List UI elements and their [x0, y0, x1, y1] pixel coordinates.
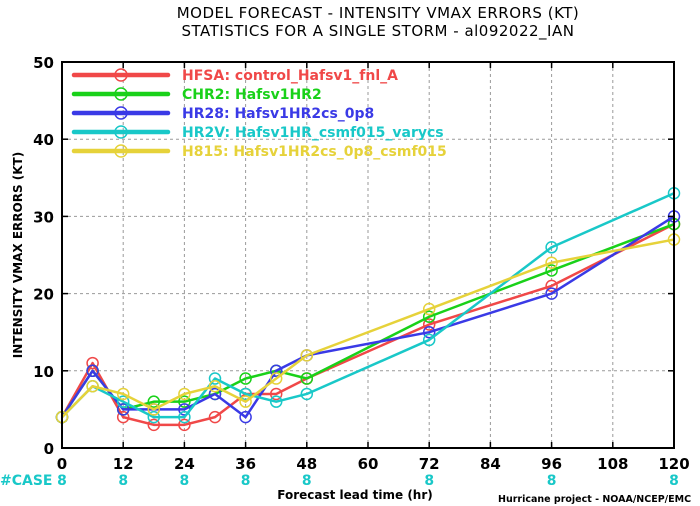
legend-label: CHR2: Hafsv1HR2 [182, 87, 322, 103]
x-tick-label: 72 [419, 455, 440, 473]
data-point [178, 418, 191, 432]
y-axis-label: INTENSITY VMAX ERRORS (KT) [11, 152, 25, 358]
legend-item: HFSA: control_Hafsv1_fnl_A [71, 68, 398, 84]
data-point [269, 364, 283, 378]
x-tick-label: 36 [235, 455, 256, 473]
data-point [422, 333, 436, 347]
case-count: 8 [57, 473, 67, 489]
data-point [116, 410, 130, 424]
case-count: 8 [180, 473, 190, 489]
x-axis-label: Forecast lead time (hr) [277, 488, 433, 502]
y-tick-label: 40 [33, 131, 54, 149]
data-point [545, 264, 558, 277]
data-point [239, 410, 252, 424]
x-tick-label: 48 [296, 455, 317, 473]
data-point [178, 410, 191, 424]
case-count: 8 [424, 473, 434, 489]
data-point [116, 395, 130, 408]
x-tick-label: 120 [658, 455, 689, 473]
data-point [147, 410, 161, 424]
data-point [178, 387, 191, 401]
data-point [147, 395, 161, 408]
data-point [422, 310, 436, 324]
data-point [545, 256, 558, 269]
legend-label: HFSA: control_Hafsv1_fnl_A [182, 68, 398, 84]
data-point [422, 325, 436, 339]
data-point [208, 387, 222, 401]
data-point [116, 387, 130, 401]
x-tick-label: 108 [597, 455, 628, 473]
legend-label: HR28: Hafsv1HR2cs_0p8 [182, 106, 374, 122]
data-point [545, 287, 558, 300]
grid-lines [62, 62, 674, 448]
x-axis-ticks: 0 12 24 36 48 60 72 84 96 108 120 [57, 62, 690, 473]
legend-swatch-marker [114, 68, 128, 82]
y-tick-label: 20 [33, 286, 54, 304]
case-count: 8 [669, 473, 679, 489]
data-point [86, 356, 99, 370]
data-point [300, 372, 314, 385]
y-tick-label: 30 [33, 208, 54, 226]
data-point [208, 379, 222, 393]
legend-swatch-marker [114, 125, 128, 139]
data-point [239, 372, 252, 385]
case-count: 8 [547, 473, 557, 489]
y-tick-label: 10 [33, 363, 54, 381]
data-point [300, 349, 314, 362]
x-tick-label: 24 [174, 455, 195, 473]
legend-swatch-marker [114, 144, 128, 158]
y-tick-label: 50 [33, 54, 54, 72]
x-tick-label: 84 [480, 455, 501, 473]
case-count: 8 [241, 473, 251, 489]
data-point [208, 410, 222, 424]
chart-subtitle: STATISTICS FOR A SINGLE STORM - al092022… [182, 22, 575, 41]
legend-label: H815: Hafsv1HR2cs_0p8_csmf015 [182, 144, 447, 160]
legend-item: HR28: Hafsv1HR2cs_0p8 [71, 106, 374, 122]
data-point [545, 279, 558, 293]
chart-title: MODEL FORECAST - INTENSITY VMAX ERRORS (… [177, 4, 580, 22]
case-count: 8 [118, 473, 128, 489]
y-tick-label: 0 [44, 440, 54, 458]
data-point [300, 387, 314, 401]
data-point [269, 387, 283, 401]
case-count-row: #CASE 8 8 8 8 8 8 8 8 [0, 473, 679, 489]
legend-item: CHR2: Hafsv1HR2 [71, 87, 322, 103]
credit-text: Hurricane project - NOAA/NCEP/EMC [498, 494, 691, 505]
data-point [178, 395, 191, 408]
data-point [86, 379, 99, 393]
data-point [545, 241, 558, 254]
legend-swatch-marker [114, 106, 128, 120]
legend: HFSA: control_Hafsv1_fnl_A CHR2: Hafsv1HR… [71, 68, 447, 160]
data-point [239, 395, 252, 408]
data-point [208, 372, 222, 385]
legend-swatch-marker [114, 87, 128, 101]
data-point [116, 403, 130, 416]
data-point [147, 418, 161, 432]
data-point [422, 302, 436, 316]
data-point [269, 372, 283, 385]
data-point [147, 403, 161, 416]
legend-item: H815: Hafsv1HR2cs_0p8_csmf015 [71, 144, 447, 160]
legend-item: HR2V: Hafsv1HR_csmf015_varycs [71, 125, 444, 141]
data-point [269, 395, 283, 408]
data-point [422, 318, 436, 331]
legend-label: HR2V: Hafsv1HR_csmf015_varycs [182, 125, 444, 141]
data-point [239, 387, 252, 401]
data-point [86, 364, 99, 378]
x-tick-label: 96 [541, 455, 562, 473]
case-label: #CASE [0, 473, 53, 489]
case-count: 8 [302, 473, 312, 489]
x-tick-label: 60 [358, 455, 379, 473]
y-axis-ticks: 0 10 20 30 40 50 [33, 54, 674, 458]
x-tick-label: 12 [113, 455, 134, 473]
x-tick-label: 0 [57, 455, 67, 473]
